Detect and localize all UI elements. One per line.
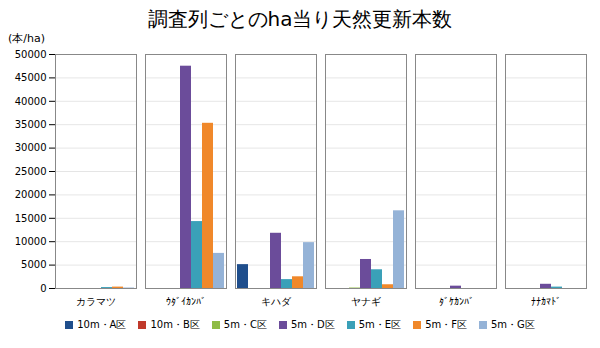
svg-text:15000: 15000 bbox=[15, 213, 47, 224]
html-text:10m・B区: 10m・B区 bbox=[150, 319, 200, 330]
svg-text:ﾅﾅｶﾏﾄﾞ: ﾅﾅｶﾏﾄﾞ bbox=[531, 296, 561, 307]
html-text:5m・D区: 5m・D区 bbox=[290, 319, 335, 330]
svg-text:30000: 30000 bbox=[15, 142, 47, 153]
svg-text:キハダ: キハダ bbox=[261, 296, 292, 307]
svg-text:ｳﾀﾞｲｶﾝﾊﾞ: ｳﾀﾞｲｶﾝﾊﾞ bbox=[166, 296, 206, 307]
html-text:5m・F区: 5m・F区 bbox=[425, 319, 467, 330]
svg-text:40000: 40000 bbox=[15, 96, 47, 107]
html-text:5m・E区: 5m・E区 bbox=[358, 319, 402, 330]
svg-text:50000: 50000 bbox=[15, 49, 47, 60]
html-text:調査列ごとのha当り天然更新本数: 調査列ごとのha当り天然更新本数 bbox=[147, 7, 453, 31]
svg-text:ﾀﾞｹｶﾝﾊﾞ: ﾀﾞｹｶﾝﾊﾞ bbox=[439, 296, 474, 307]
svg-text:0: 0 bbox=[40, 283, 46, 294]
html-text:10m・A区: 10m・A区 bbox=[77, 319, 127, 330]
svg-text:5000: 5000 bbox=[21, 259, 46, 270]
html-text:5m・G区: 5m・G区 bbox=[491, 319, 535, 330]
svg-text:20000: 20000 bbox=[15, 189, 47, 200]
svg-text:25000: 25000 bbox=[15, 166, 47, 177]
svg-text:10000: 10000 bbox=[15, 236, 47, 247]
svg-text:45000: 45000 bbox=[15, 72, 47, 83]
html-text:(本/ha): (本/ha) bbox=[8, 32, 45, 45]
svg-text:35000: 35000 bbox=[15, 119, 47, 130]
html-text:5m・C区: 5m・C区 bbox=[223, 319, 267, 330]
svg-text:ヤナギ: ヤナギ bbox=[351, 296, 381, 307]
svg-text:カラマツ: カラマツ bbox=[76, 296, 116, 307]
